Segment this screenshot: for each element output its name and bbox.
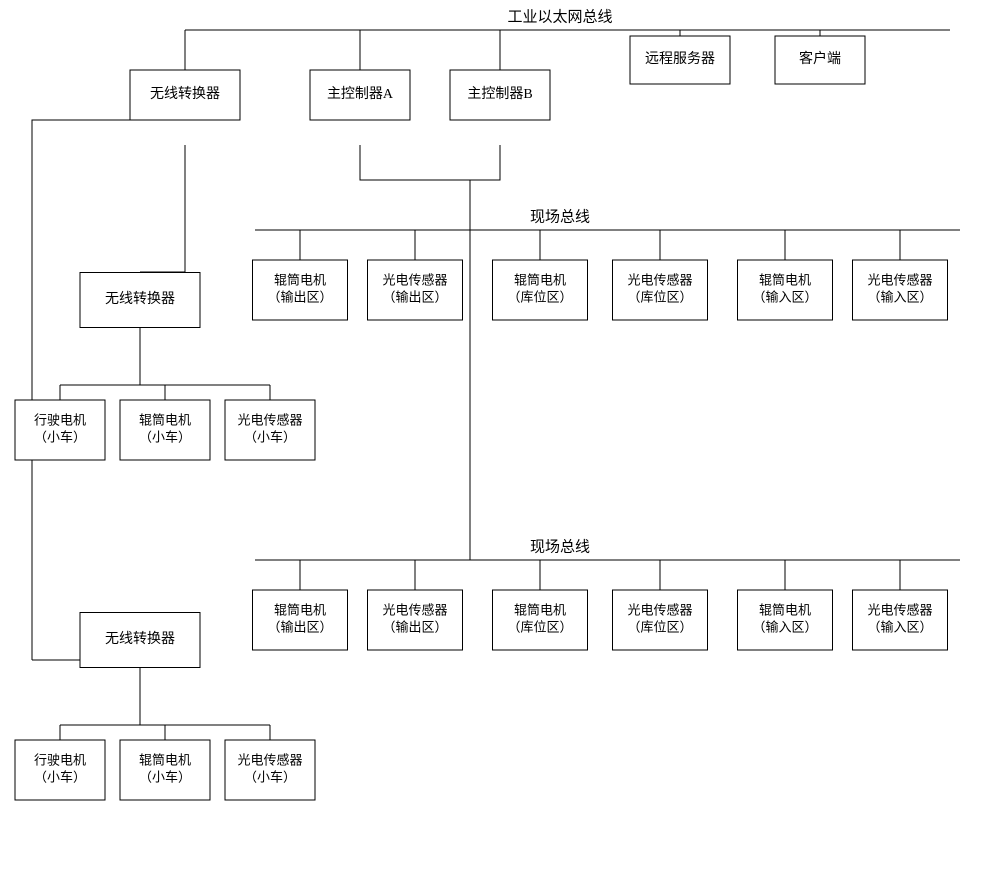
node-label-client-0: 客户端 bbox=[799, 50, 841, 67]
node-label-m1-b-0: 辊筒电机 bbox=[139, 412, 191, 427]
node-label-m2-c-1: （小车） bbox=[244, 769, 296, 784]
node-label-m1-a-1: （小车） bbox=[34, 429, 86, 444]
node-label-f2-b5-1: （输入区） bbox=[752, 619, 817, 634]
node-label-f1-b1-0: 辊筒电机 bbox=[274, 272, 326, 287]
node-label-f1-b4-1: （库位区） bbox=[627, 289, 692, 304]
node-label-m2-b-1: （小车） bbox=[139, 769, 191, 784]
node-label-m2-a-1: （小车） bbox=[34, 769, 86, 784]
node-label-f1-b6-0: 光电传感器 bbox=[867, 272, 932, 287]
node-label-m2-b-0: 辊筒电机 bbox=[139, 752, 191, 767]
node-label-f2-b6-1: （输入区） bbox=[867, 619, 932, 634]
node-label-m1-b-1: （小车） bbox=[139, 429, 191, 444]
node-label-f2-b2-0: 光电传感器 bbox=[382, 602, 447, 617]
node-label-m2-a-0: 行驶电机 bbox=[34, 752, 86, 767]
node-label-f2-b4-0: 光电传感器 bbox=[627, 602, 692, 617]
node-label-m1-c-1: （小车） bbox=[244, 429, 296, 444]
node-label-ctrlB-0: 主控制器B bbox=[467, 86, 532, 102]
node-label-f1-b6-1: （输入区） bbox=[867, 289, 932, 304]
node-label-ctrlA-0: 主控制器A bbox=[327, 86, 394, 102]
node-label-f2-b6-0: 光电传感器 bbox=[867, 602, 932, 617]
node-label-server-0: 远程服务器 bbox=[645, 51, 715, 67]
node-label-f1-b2-1: （输出区） bbox=[382, 289, 447, 304]
bus-label-field2: 现场总线 bbox=[530, 538, 590, 555]
node-label-f2-b1-1: （输出区） bbox=[267, 619, 332, 634]
node-label-f1-b2-0: 光电传感器 bbox=[382, 272, 447, 287]
node-label-f2-b3-0: 辊筒电机 bbox=[514, 602, 566, 617]
node-label-f2-b5-0: 辊筒电机 bbox=[759, 602, 811, 617]
bus-label-field1: 现场总线 bbox=[530, 208, 590, 225]
node-label-f1-b4-0: 光电传感器 bbox=[627, 272, 692, 287]
node-label-m2-c-0: 光电传感器 bbox=[237, 752, 302, 767]
node-label-wc-top-0: 无线转换器 bbox=[150, 85, 220, 102]
node-label-wc-bot-0: 无线转换器 bbox=[105, 630, 175, 647]
node-label-f1-b3-1: （库位区） bbox=[507, 289, 572, 304]
bus-label-ethernet: 工业以太网总线 bbox=[507, 8, 612, 25]
node-label-f1-b3-0: 辊筒电机 bbox=[514, 272, 566, 287]
node-label-m1-c-0: 光电传感器 bbox=[237, 412, 302, 427]
node-label-wc-mid-0: 无线转换器 bbox=[105, 290, 175, 307]
node-label-f1-b5-1: （输入区） bbox=[752, 289, 817, 304]
node-label-f2-b1-0: 辊筒电机 bbox=[274, 602, 326, 617]
node-label-f2-b2-1: （输出区） bbox=[382, 619, 447, 634]
node-label-f2-b3-1: （库位区） bbox=[507, 619, 572, 634]
node-label-f2-b4-1: （库位区） bbox=[627, 619, 692, 634]
node-label-f1-b5-0: 辊筒电机 bbox=[759, 272, 811, 287]
node-label-m1-a-0: 行驶电机 bbox=[34, 412, 86, 427]
diagram-canvas: 工业以太网总线现场总线现场总线无线转换器主控制器A主控制器B远程服务器客户端辊筒… bbox=[0, 0, 1000, 874]
node-label-f1-b1-1: （输出区） bbox=[267, 289, 332, 304]
